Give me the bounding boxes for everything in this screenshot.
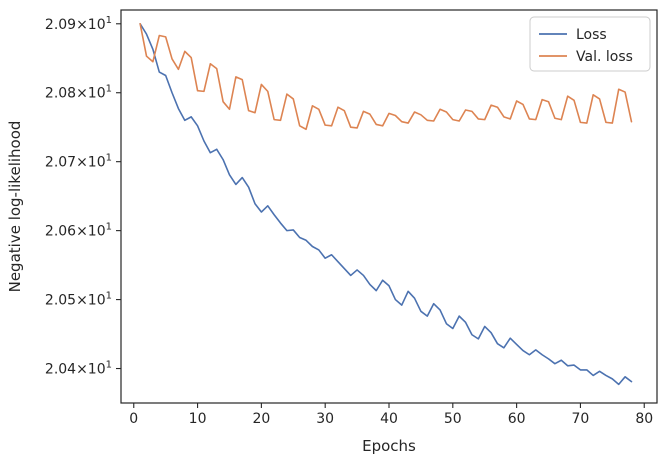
y-tick-label: 2.09×101 [45,15,112,33]
series-line-loss [139,22,633,386]
x-tick-label: 60 [508,411,526,427]
y-tick-label: 2.08×101 [45,84,112,102]
x-axis-label: Epochs [362,437,416,455]
x-tick-label: 30 [316,411,334,427]
axes: 0 10 20 30 40 50 60 70 80 2.04×101 2.05×101 2.06×10… [6,9,658,455]
x-tick-label: 0 [129,411,138,427]
legend: Loss Val. loss [529,16,651,72]
legend-label: Val. loss [576,49,633,65]
series-line-val-loss [139,22,633,131]
x-tick-label: 20 [252,411,270,427]
y-tick-label: 2.05×101 [45,291,112,309]
legend-box [529,16,651,72]
x-tick-label: 50 [444,411,462,427]
x-tick-label: 70 [572,411,590,427]
x-tick-label: 10 [189,411,207,427]
y-axis-label: Negative log-likelihood [6,121,24,293]
y-tick-label: 2.07×101 [45,153,112,171]
y-tick-label: 2.06×101 [45,222,112,240]
legend-label: Loss [576,27,607,43]
x-tick-label: 40 [380,411,398,427]
y-tick-label: 2.04×101 [45,360,112,378]
x-tick-label: 80 [635,411,653,427]
plot-area [139,22,633,386]
